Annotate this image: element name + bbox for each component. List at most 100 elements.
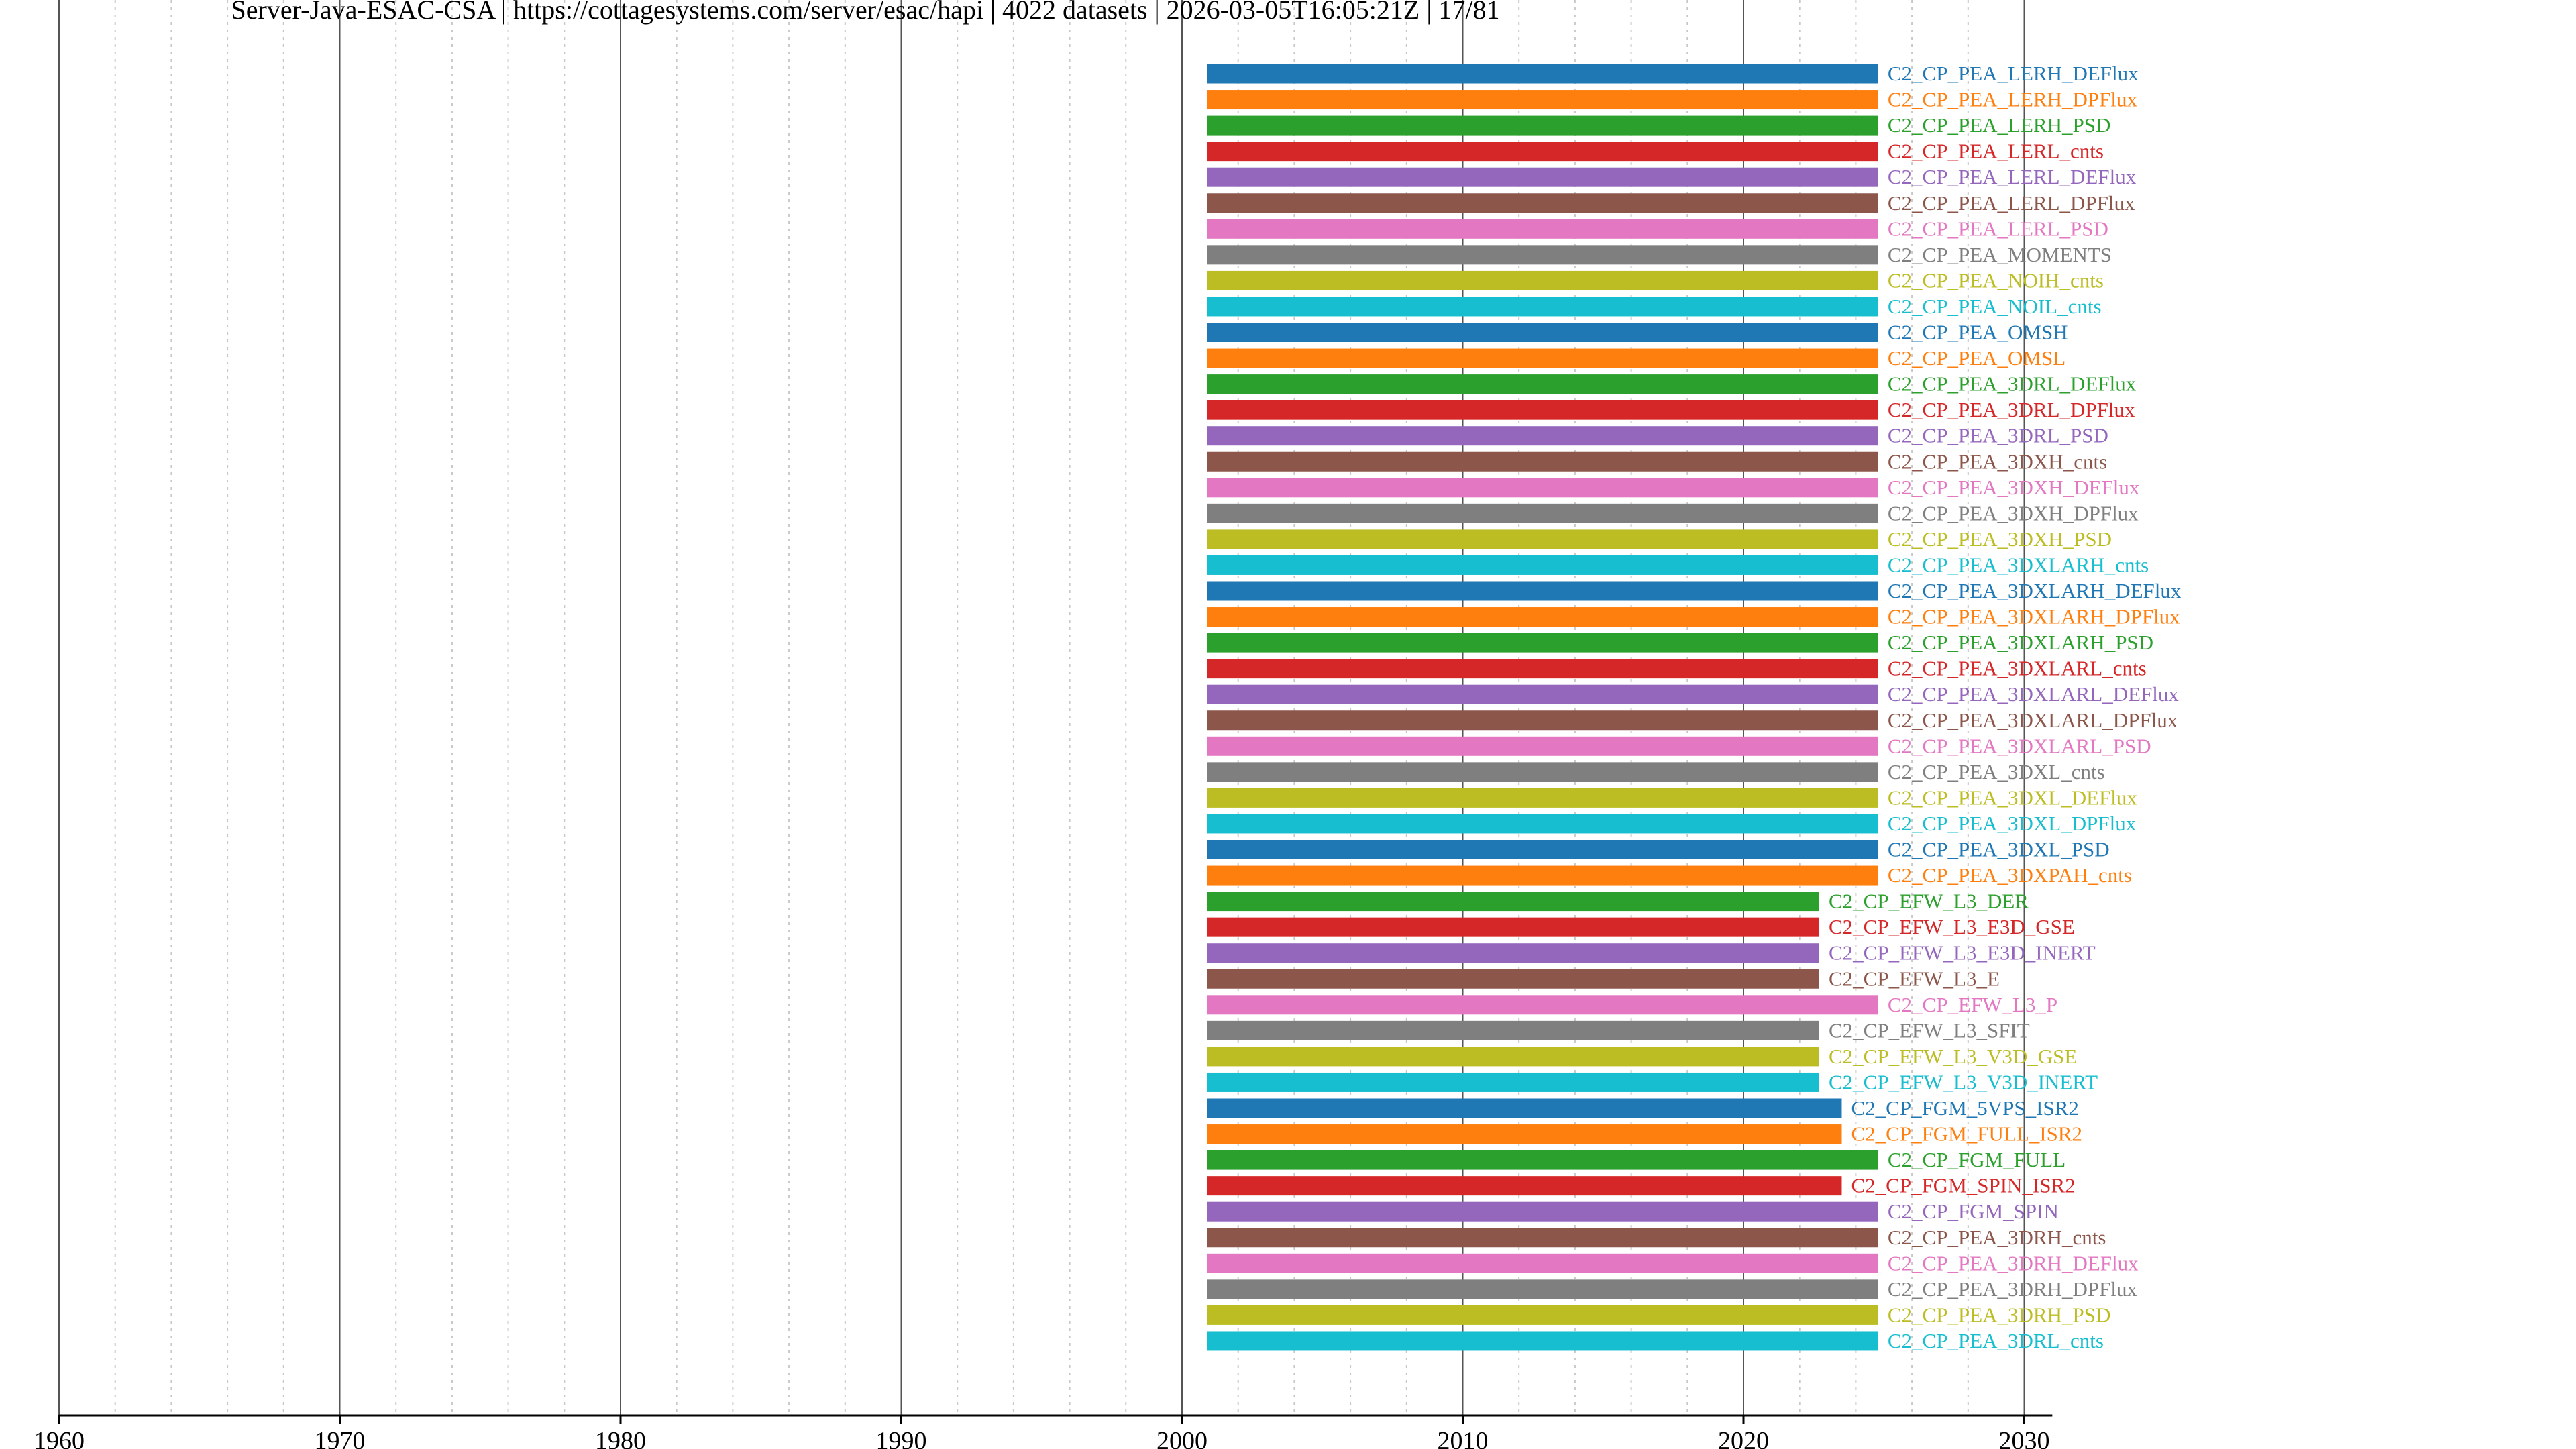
dataset-label: C2_CP_EFW_L3_V3D_INERT [1829,1070,2098,1093]
dataset-bar [1207,814,1878,834]
dataset-bar [1207,1124,1842,1144]
x-axis: 1960 1970 1980 1990 2000 2010 2020 2030 [34,1414,2053,1449]
dataset-label: C2_CP_PEA_3DXPAH_cnts [1888,863,2132,887]
x-tick-label: 1990 [876,1427,927,1449]
dataset-bar [1207,529,1878,549]
x-tick-label: 2020 [1718,1427,1769,1449]
dataset-bar [1207,762,1878,782]
dataset-label: C2_CP_FGM_SPIN_ISR2 [1851,1174,2075,1197]
dataset-label: C2_CP_PEA_3DXLARL_DEFlux [1888,682,2180,706]
dataset-label: C2_CP_EFW_L3_SFIT [1829,1018,2030,1042]
x-tick-label: 1960 [34,1427,85,1449]
dataset-label: C2_CP_PEA_3DXH_PSD [1888,527,2112,551]
dataset-label: C2_CP_PEA_3DXLARL_PSD [1888,734,2151,757]
dataset-label: C2_CP_PEA_3DXH_DPFlux [1888,501,2139,525]
dataset-label: C2_CP_FGM_FULL [1888,1148,2065,1171]
dataset-bar [1207,64,1878,84]
dataset-label: C2_CP_PEA_MOMENTS [1888,243,2112,266]
dataset-bar [1207,633,1878,653]
x-tick-label: 2030 [1999,1427,2050,1449]
chart-title: Server-Java-ESAC-CSA | https://cottagesy… [231,0,1500,25]
dataset-label: C2_CP_PEA_3DXLARH_DEFlux [1888,579,2182,602]
dataset-label: C2_CP_PEA_3DRL_cnts [1888,1329,2104,1352]
dataset-bar [1207,323,1878,342]
bars-group: C2_CP_PEA_LERH_DEFlux C2_CP_PEA_LERH_DPFl… [1207,62,2182,1352]
dataset-label: C2_CP_PEA_LERH_DPFlux [1888,88,2138,111]
dataset-bar [1207,426,1878,446]
dataset-bar [1207,451,1878,472]
dataset-bar [1207,1098,1842,1118]
dataset-label: C2_CP_PEA_3DRL_DEFlux [1888,372,2137,396]
x-tick-label: 1970 [315,1427,366,1449]
dataset-label: C2_CP_PEA_3DRH_PSD [1888,1303,2110,1326]
dataset-bar [1207,1253,1878,1273]
dataset-bar [1207,581,1878,601]
dataset-label: C2_CP_PEA_3DXLARH_PSD [1888,631,2153,654]
dataset-label: C2_CP_EFW_L3_E3D_GSE [1829,915,2075,938]
dataset-label: C2_CP_PEA_3DXL_PSD [1888,838,2110,861]
x-tick-label: 2000 [1157,1427,1208,1449]
dataset-label: C2_CP_PEA_LERL_DEFlux [1888,165,2137,189]
dataset-bar [1207,969,1819,989]
dataset-label: C2_CP_PEA_3DRH_cnts [1888,1226,2106,1249]
dataset-label: C2_CP_PEA_OMSH [1888,321,2068,344]
dataset-bar [1207,1201,1878,1222]
dataset-bar [1207,219,1878,239]
dataset-bar [1207,684,1878,704]
dataset-label: C2_CP_PEA_LERL_cnts [1888,140,2104,163]
dataset-bar [1207,348,1878,368]
dataset-bar [1207,503,1878,523]
dataset-bar [1207,607,1878,627]
dataset-bar [1207,1176,1842,1196]
dataset-label: C2_CP_PEA_NOIH_cnts [1888,268,2104,292]
x-tick-label: 1980 [595,1427,646,1449]
dataset-bar [1207,865,1878,885]
dataset-label: C2_CP_PEA_3DXL_DPFlux [1888,812,2137,835]
dataset-label: C2_CP_PEA_3DRH_DPFlux [1888,1277,2138,1301]
dataset-bar [1207,1279,1878,1299]
dataset-label: C2_CP_PEA_LERL_PSD [1888,217,2108,240]
dataset-bar [1207,1331,1878,1351]
dataset-label: C2_CP_PEA_3DXL_DEFlux [1888,786,2138,809]
dataset-bar [1207,1150,1878,1170]
dataset-bar [1207,1305,1878,1325]
dataset-label: C2_CP_EFW_L3_DER [1829,890,2029,913]
dataset-label: C2_CP_PEA_3DXLARL_cnts [1888,657,2147,680]
dataset-bar [1207,1072,1819,1092]
dataset-label: C2_CP_PEA_NOIL_cnts [1888,294,2102,318]
dataset-bar [1207,1046,1819,1067]
dataset-bar [1207,995,1878,1015]
dataset-label: C2_CP_PEA_3DXL_cnts [1888,760,2105,784]
dataset-label: C2_CP_EFW_L3_P [1888,993,2057,1016]
dataset-bar [1207,943,1819,963]
dataset-bar [1207,710,1878,731]
dataset-bar [1207,270,1878,290]
dataset-bar [1207,297,1878,317]
dataset-bar [1207,1020,1819,1040]
dataset-label: C2_CP_EFW_L3_E [1829,967,2000,990]
dataset-label: C2_CP_PEA_3DRH_DEFlux [1888,1251,2139,1275]
dataset-label: C2_CP_PEA_LERH_DEFlux [1888,62,2139,85]
dataset-bar [1207,115,1878,136]
dataset-bar [1207,374,1878,394]
dataset-label: C2_CP_FGM_FULL_ISR2 [1851,1122,2082,1146]
dataset-bar [1207,193,1878,213]
dataset-label: C2_CP_PEA_3DXLARH_cnts [1888,553,2149,576]
dataset-label: C2_CP_PEA_LERL_DPFlux [1888,191,2135,215]
dataset-bar [1207,90,1878,110]
dataset-bar [1207,736,1878,756]
dataset-bar [1207,840,1878,859]
dataset-label: C2_CP_FGM_SPIN [1888,1199,2059,1223]
dataset-label: C2_CP_PEA_3DXH_cnts [1888,449,2107,473]
dataset-bar [1207,788,1878,808]
dataset-label: C2_CP_FGM_5VPS_ISR2 [1851,1096,2078,1120]
dataset-label: C2_CP_PEA_LERH_PSD [1888,113,2110,137]
dataset-label: C2_CP_EFW_L3_E3D_INERT [1829,941,2096,965]
dataset-bar [1207,659,1878,679]
dataset-bar [1207,892,1819,912]
dataset-bar [1207,478,1878,498]
dataset-label: C2_CP_EFW_L3_V3D_GSE [1829,1044,2077,1068]
dataset-label: C2_CP_PEA_3DXH_DEFlux [1888,476,2140,499]
dataset-label: C2_CP_PEA_3DXLARH_DPFlux [1888,605,2180,629]
